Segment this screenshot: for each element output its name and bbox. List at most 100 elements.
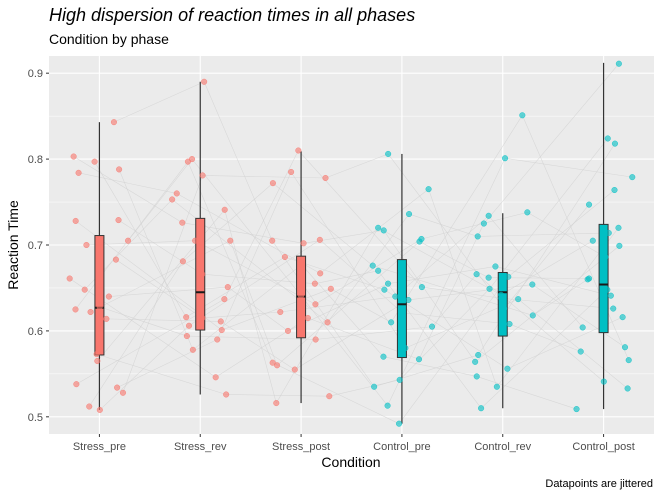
x-axis-title: Condition [321,454,380,470]
datapoint [475,351,482,359]
datapoint [94,357,101,365]
datapoint [214,336,221,343]
datapoint [425,186,432,193]
subject-connecting-line [374,354,479,388]
datapoint [114,384,121,391]
datapoint [504,365,511,372]
subject-connecting-line [527,212,606,258]
datapoint [73,381,80,388]
box-Control_rev [497,271,508,337]
datapoint [81,286,88,293]
chart-title: High dispersion of reaction times in all… [49,5,415,25]
datapoint [519,112,526,119]
datapoint [589,237,596,244]
datapoint [493,383,500,390]
subject-connecting-line [89,261,184,407]
datapoint [112,256,119,263]
datapoint [124,237,132,244]
datapoint [584,276,591,283]
subject-connecting-line [315,326,433,340]
datapoint [199,271,206,278]
y-tick-label: 0.9 [28,68,43,80]
datapoint [119,389,127,396]
subject-connecting-line [272,182,373,266]
datapoint [295,147,302,154]
datapoint [415,356,423,363]
subject-connecting-line [226,394,330,397]
subject-connecting-line [325,153,389,179]
datapoint [380,227,387,234]
x-tick-label: Stress_pre [73,441,126,453]
datapoint [529,312,536,319]
datapoint [291,366,298,373]
datapoint [110,119,117,126]
subject-connecting-line [431,274,477,327]
y-tick-label: 0.5 [28,412,43,424]
datapoint [384,402,391,409]
datapoint [212,374,219,381]
datapoint [501,155,509,162]
datapoint [385,150,392,157]
datapoint [604,135,611,142]
subject-connecting-line [474,245,620,363]
subject-connecting-line [187,161,273,363]
subject-connecting-line [115,259,203,319]
datapoint [380,353,387,360]
subject-connecting-line [118,219,203,275]
subject-connecting-line [500,240,593,296]
subject-connecting-line [94,161,187,318]
box-Stress_pre [94,235,105,356]
datapoint [375,224,382,231]
datapoint [604,286,611,293]
subject-connecting-line [224,209,277,404]
subject-connecting-line [517,298,628,389]
subject-connecting-line [402,312,510,325]
subject-connecting-line [503,204,590,309]
datapoint [185,322,193,329]
subject-connecting-line [90,240,231,313]
subject-connecting-line [202,175,326,179]
datapoint [388,319,395,326]
subject-connecting-line [508,189,615,278]
subject-connecting-line [221,288,331,331]
datapoint [600,378,607,385]
subject-connecting-line [315,238,422,305]
subject-connecting-line [387,153,505,309]
subject-connecting-line [399,288,490,381]
datapoint [70,153,77,160]
subject-connecting-line [390,115,523,323]
datapoint [395,420,403,427]
datapoint [316,236,323,243]
subject-connecting-line [192,264,302,351]
datapoint [179,219,186,226]
datapoint [103,315,110,322]
datapoint [474,233,481,240]
subject-connecting-line [496,227,619,387]
subject-connecting-line [418,223,485,360]
subject-connecting-line [408,284,533,301]
datapoint [485,274,492,281]
datapoint [327,285,334,292]
datapoint [93,351,100,358]
datapoint [184,158,191,165]
datapoint [75,169,82,176]
chart-subtitle: Condition by phase [49,31,169,47]
subject-connecting-line [387,158,506,406]
datapoint [381,286,388,293]
datapoint [217,318,224,325]
datapoint [473,271,480,278]
datapoint [317,270,324,277]
subject-connecting-line [480,289,608,409]
datapoint [602,253,609,261]
datapoint [218,327,225,334]
subject-connecting-line [271,240,375,387]
datapoint [624,385,631,392]
datapoint [326,393,333,400]
subject-connecting-line [188,239,321,327]
datapoint [173,190,180,197]
subject-connecting-line [78,172,177,194]
datapoint [385,280,392,287]
datapoint [300,240,307,247]
datapoint [269,237,276,244]
box-Control_post [598,223,609,334]
